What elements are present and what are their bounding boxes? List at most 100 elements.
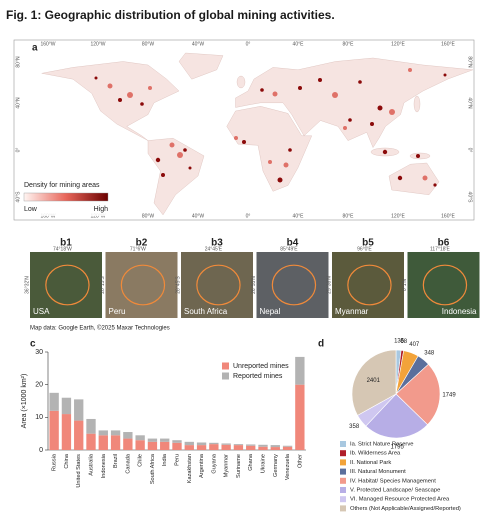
inset-lon: 74°18'W (53, 246, 72, 252)
inset-label: b2 (136, 238, 148, 249)
panel-label: d (318, 339, 324, 350)
bar-segment (233, 445, 244, 450)
density-colorbar (23, 192, 109, 202)
inset-lat: 0°1'N (402, 279, 408, 292)
inset-place: Nepal (260, 307, 281, 316)
inset-lon: 96°0'E (357, 246, 372, 252)
x-tick-label: Suriname (236, 454, 242, 478)
lat-label: 80°N (15, 56, 21, 68)
mine-outline (347, 264, 392, 306)
x-tick-label: Peru (174, 454, 180, 466)
bar-segment (110, 430, 121, 436)
panel-label: a (32, 43, 38, 54)
bar-segment (270, 445, 280, 448)
legend-label: IV. Habitat/ Species Management (350, 478, 436, 484)
inset-image (407, 252, 480, 318)
inset-lat: 25°38'N (326, 276, 332, 294)
legend-title: Density for mining areas (24, 182, 100, 189)
bar-segment (123, 438, 133, 450)
slice-label: 135 (394, 339, 405, 345)
lon-label: 160°E (441, 213, 455, 219)
lat-label: 80°N (467, 56, 473, 68)
y-tick-label: 30 (35, 349, 43, 356)
bar-segment (74, 399, 84, 421)
bar-segment (196, 445, 207, 450)
bar-segment (49, 410, 59, 450)
lon-label: 40°E (293, 41, 305, 47)
bar-segment (147, 438, 158, 442)
lon-label: 120°W (90, 41, 105, 47)
bar-segment (282, 445, 293, 447)
x-tick-label: Germany (273, 454, 279, 477)
x-tick-label: Brazil (113, 454, 119, 468)
x-tick-label: South Africa (150, 453, 156, 484)
credit: Map data: Google Earth, ©2025 Maxar Tech… (30, 325, 170, 332)
inset-label: b5 (362, 238, 374, 249)
legend-swatch (222, 372, 229, 380)
legend-label: Ib. Wilderness Area (350, 451, 401, 457)
pie-slice (351, 349, 397, 416)
inset-lon: 117°18'E (430, 246, 450, 252)
inset-label: b1 (60, 238, 72, 249)
legend-swatch (340, 459, 346, 466)
pie-slice (395, 363, 441, 426)
lat-label: 40°N (15, 97, 21, 109)
y-tick-label: 0 (39, 447, 43, 454)
x-tick-label: India (162, 453, 168, 466)
mine-outline (45, 264, 90, 306)
lon-label: 0° (246, 41, 251, 47)
y-tick-label: 10 (35, 414, 43, 421)
inset-lon: 71°6'W (130, 246, 146, 252)
bar-segment (258, 446, 268, 450)
bar-segment (295, 384, 305, 450)
lon-label: 80°E (343, 213, 355, 219)
slice-label: 68 (400, 339, 407, 345)
x-tick-label: Indonesia (101, 453, 107, 478)
lon-label: 0° (246, 213, 251, 219)
bar-segment (86, 418, 96, 434)
bar-segment (258, 444, 268, 447)
legend-label: Unreported mines (233, 363, 289, 370)
x-tick-label: United States (76, 454, 82, 488)
x-tick-label: Kazakhstan (187, 454, 193, 483)
lon-label: 40°W (192, 213, 205, 219)
legend-swatch (340, 450, 346, 457)
inset-image (181, 252, 253, 318)
x-tick-label: Canada (125, 453, 131, 473)
map-graticule-labels: 160°W 160°W 120°W 120°W 80°W 80°W 40°W 40°W 0° 0°… (15, 41, 472, 219)
legend-label: V. Protected Landscape/ Seascape (350, 488, 440, 494)
bar-segment (233, 444, 244, 446)
y-axis-label: Area (×1000 km²) (21, 374, 28, 429)
inset-label: b4 (287, 238, 299, 249)
bar-segment (246, 444, 256, 446)
continents (41, 52, 474, 216)
bar-segment (221, 443, 231, 445)
bar-segment (110, 435, 121, 450)
legend-swatch (340, 496, 346, 503)
bar-segment (172, 440, 182, 443)
legend-label: III. Natural Monument (350, 469, 406, 475)
bar-segment (172, 442, 182, 450)
x-tick-label: Chile (138, 454, 144, 467)
lat-label: 0° (15, 148, 21, 153)
bar-segment (61, 414, 72, 450)
inset-label: b6 (438, 238, 450, 249)
bar-segment (61, 397, 72, 415)
inset-lon: 24°45'E (205, 246, 223, 252)
legend-label: Others (Not Applicable/Assigned/Reported… (350, 506, 461, 512)
bar-segment (209, 444, 219, 450)
slice-label: 1795 (391, 445, 405, 451)
x-tick-label: Australia (88, 453, 94, 476)
x-tick-label: China (64, 453, 70, 469)
mine-outline (120, 264, 166, 306)
mine-outline (422, 264, 468, 306)
bar-segment (295, 356, 305, 385)
lat-label: 0° (467, 148, 473, 153)
bar-segment (196, 442, 207, 446)
slice-label: 1749 (442, 392, 456, 398)
inset-lon: 85°49'E (280, 246, 298, 252)
inset-image (256, 252, 329, 318)
x-tick-label: Russia (52, 453, 58, 471)
